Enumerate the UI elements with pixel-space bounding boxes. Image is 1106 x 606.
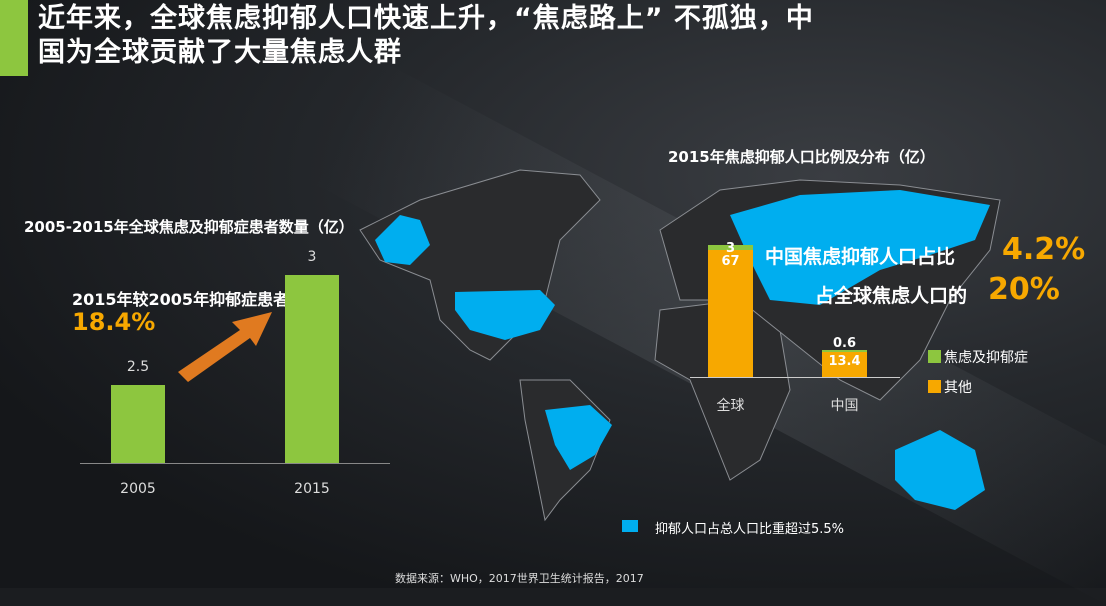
rise-value: 18.4% — [72, 308, 156, 336]
stacked-bar-anxiety — [708, 244, 753, 251]
x-tick-label: 中国 — [830, 398, 859, 414]
source-note: 数据来源：WHO，2017世界卫生统计报告，2017 — [395, 572, 644, 585]
stacked-bar-anxiety — [822, 349, 867, 352]
legend-swatch-anxiety — [928, 350, 941, 363]
china-global-label: 占全球焦虑人口的 — [815, 285, 968, 307]
title-line-2: 国为全球贡献了大量焦虑人群 — [38, 37, 402, 68]
legend-swatch-other — [928, 380, 941, 393]
bar-2015 — [285, 274, 339, 463]
stacked-bar-label: 0.6 — [832, 335, 857, 351]
rise-arrow — [178, 312, 272, 382]
x-tick-label: 全球 — [716, 398, 745, 414]
bar-value-label: 2.5 — [126, 358, 150, 375]
x-tick-label: 2015 — [294, 481, 330, 497]
map-legend-swatch — [622, 520, 638, 532]
rise-label: 2015年较2005年抑郁症患者上升 — [72, 290, 322, 309]
stacked-bar-label: 3 — [725, 240, 736, 256]
page-title: 近年来，全球焦虑抑郁人口快速上升，“焦虑路上” 不孤独，中 国为全球贡献了大量焦… — [38, 2, 1098, 70]
map-legend-label: 抑郁人口占总人口比重超过5.5% — [655, 522, 845, 537]
left-chart-baseline — [80, 463, 390, 464]
world-map — [178, 169, 1001, 522]
map-alaska-canada — [375, 215, 430, 265]
china-share-value: 4.2% — [1002, 232, 1086, 267]
title-accent-bar — [0, 0, 28, 76]
bar-value-label: 3 — [307, 248, 317, 265]
stacked-bar-label: 13.4 — [828, 353, 861, 369]
china-global-value: 20% — [988, 272, 1060, 307]
right-chart-baseline — [690, 377, 900, 378]
right-chart-title: 2015年焦虑抑郁人口比例及分布（亿） — [668, 148, 935, 166]
stacked-bar-label: 67 — [721, 253, 740, 269]
map-russia — [730, 190, 990, 305]
map-usa — [455, 290, 555, 340]
legend-label-other: 其他 — [944, 380, 972, 396]
title-line-1: 近年来，全球焦虑抑郁人口快速上升，“焦虑路上” 不孤独，中 — [38, 3, 814, 34]
legend-label-anxiety: 焦虑及抑郁症 — [944, 350, 1028, 366]
left-chart-title: 2005-2015年全球焦虑及抑郁症患者数量（亿） — [24, 218, 354, 236]
stacked-bar-other — [822, 351, 867, 377]
x-tick-label: 2005 — [120, 481, 156, 497]
map-brazil — [545, 405, 612, 470]
bar-2005 — [111, 384, 165, 463]
stacked-bar-other — [708, 250, 753, 377]
map-australia — [895, 430, 985, 510]
china-share-label: 中国焦虑抑郁人口占比 — [765, 246, 956, 268]
